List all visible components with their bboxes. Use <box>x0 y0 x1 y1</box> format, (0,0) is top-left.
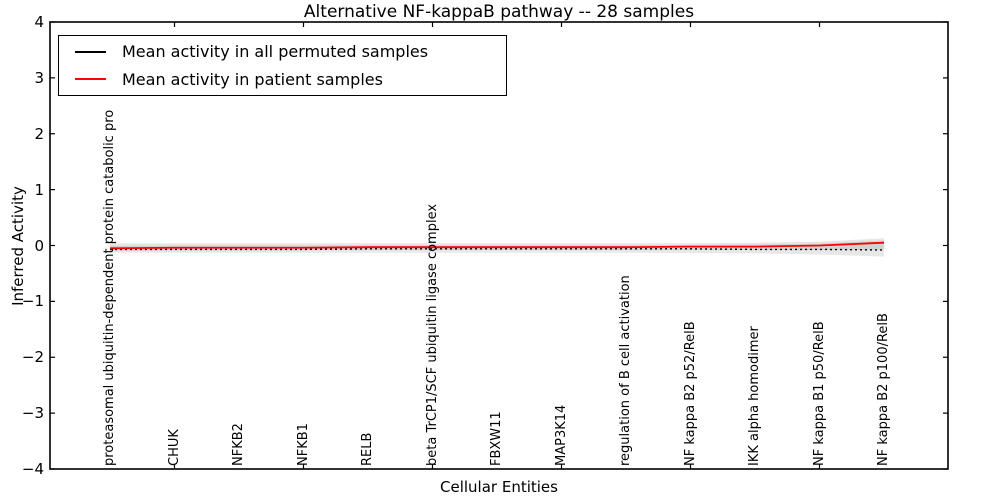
y-tick-label: 1 <box>34 180 44 199</box>
x-tick-label: FBXW11 <box>489 411 504 466</box>
patient-line-swatch-icon <box>75 78 106 81</box>
permuted-line-swatch-icon <box>75 50 106 53</box>
x-tick-label: NF kappa B2 p52/RelB <box>682 321 698 466</box>
x-tick-label: NF kappa B1 p50/RelB <box>811 321 827 466</box>
y-tick-label: 3 <box>34 68 44 87</box>
x-tick-label: NFKB2 <box>231 423 246 466</box>
legend-item-permuted: Mean activity in all permuted samples <box>59 38 506 66</box>
legend-label-permuted: Mean activity in all permuted samples <box>122 42 429 62</box>
x-tick-label: NFKB1 <box>295 423 311 466</box>
permuted-mean-line <box>110 248 885 251</box>
x-tick-label: MAP3K14 <box>553 404 569 466</box>
x-tick-label: CHUK <box>166 429 182 466</box>
y-tick-label: −1 <box>21 292 44 311</box>
x-axis-label: Cellular Entities <box>440 478 558 496</box>
y-tick-label: −2 <box>21 348 44 367</box>
y-tick-label: −3 <box>21 404 44 423</box>
x-tick-label: proteasomal ubiquitin-dependent protein … <box>102 109 117 466</box>
x-tick-label: IKK alpha homodimer <box>747 326 762 466</box>
y-axis-label: Inferred Activity <box>9 186 27 306</box>
x-tick-label: RELB <box>360 432 375 466</box>
chart-title: Alternative NF-kappaB pathway -- 28 samp… <box>303 2 695 22</box>
x-tick-label: regulation of B cell activation <box>618 275 633 466</box>
y-tick-label: 2 <box>34 124 44 143</box>
y-tick-label: 0 <box>34 236 44 255</box>
patient-mean-line <box>109 241 885 250</box>
x-tick-label: beta TrCP1/SCF ubiquitin ligase complex <box>424 203 440 466</box>
y-tick-label: −4 <box>21 460 44 478</box>
x-tick-label: NF kappa B2 p100/RelB <box>876 313 891 466</box>
y-tick-label: 4 <box>34 13 44 31</box>
legend-item-patient: Mean activity in patient samples <box>59 66 506 94</box>
legend-label-patient: Mean activity in patient samples <box>122 69 383 89</box>
legend-box: Mean activity in all permuted samples Me… <box>58 35 507 96</box>
